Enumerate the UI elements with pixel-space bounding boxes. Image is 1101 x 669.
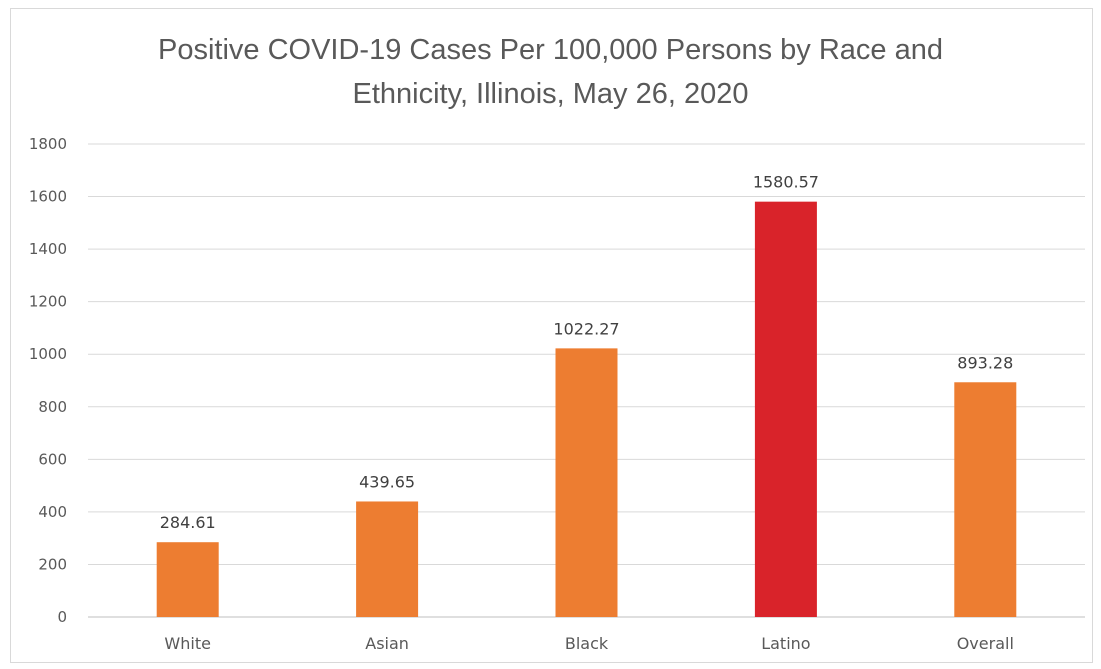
- data-label: 1022.27: [553, 319, 619, 338]
- data-label: 893.28: [957, 353, 1013, 372]
- y-tick-label: 400: [38, 503, 67, 521]
- y-tick-label: 200: [38, 555, 67, 573]
- y-tick-label: 1200: [29, 293, 67, 311]
- x-category-label: White: [164, 634, 211, 653]
- x-category-label: Overall: [957, 634, 1014, 653]
- data-label: 284.61: [160, 513, 216, 532]
- x-category-label: Latino: [761, 634, 810, 653]
- bar-black: [555, 348, 618, 617]
- y-tick-label: 800: [38, 398, 67, 416]
- y-tick-label: 1600: [29, 188, 67, 206]
- x-category-label: Asian: [365, 634, 409, 653]
- chart-title: Positive COVID-19 Cases Per 100,000 Pers…: [0, 28, 1101, 116]
- bar-latino: [754, 201, 817, 618]
- bar-overall: [954, 382, 1017, 617]
- y-tick-label: 0: [57, 608, 67, 626]
- y-tick-label: 1800: [29, 135, 67, 153]
- y-tick-label: 1000: [29, 345, 67, 363]
- y-tick-label: 1400: [29, 240, 67, 258]
- bar-asian: [356, 501, 419, 617]
- y-tick-label: 600: [38, 450, 67, 468]
- chart-title-line-1: Positive COVID-19 Cases Per 100,000 Pers…: [157, 34, 943, 66]
- chart-title-line-2: Ethnicity, Illinois, May 26, 2020: [352, 78, 749, 110]
- x-category-label: Black: [565, 634, 609, 653]
- bar-white: [156, 542, 219, 617]
- data-label: 439.65: [359, 472, 415, 491]
- data-label: 1580.57: [753, 173, 819, 192]
